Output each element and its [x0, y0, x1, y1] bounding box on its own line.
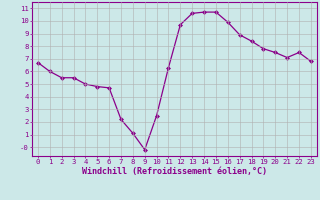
- X-axis label: Windchill (Refroidissement éolien,°C): Windchill (Refroidissement éolien,°C): [82, 167, 267, 176]
